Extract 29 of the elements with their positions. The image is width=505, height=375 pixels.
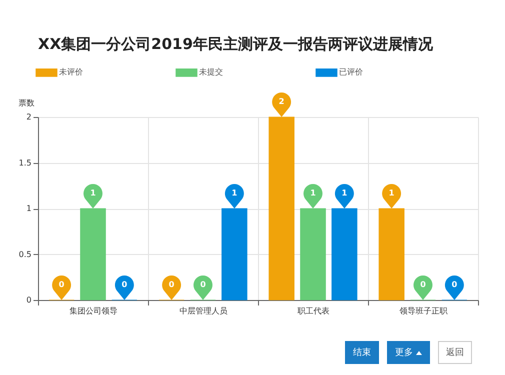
data-label: 1 (388, 188, 395, 198)
x-tick-label: 中层管理人员 (180, 306, 228, 316)
data-label: 0 (58, 280, 65, 289)
x-tick-label: 职工代表 (298, 306, 330, 316)
data-label: 0 (168, 280, 175, 289)
y-tick-label: 1 (26, 204, 32, 213)
x-tick-label: 领导班子正职 (400, 306, 448, 316)
data-label: 2 (278, 97, 284, 106)
text: 更多 (395, 346, 413, 359)
legend-label: 已评价 (339, 68, 363, 77)
data-label: 0 (122, 280, 128, 289)
data-label: 1 (310, 188, 316, 198)
y-tick-label: 0.5 (18, 250, 32, 259)
data-label: 1 (90, 188, 96, 198)
data-label: 1 (232, 188, 238, 198)
text: 返回 (446, 346, 464, 359)
legend-label: 未提交 (199, 68, 223, 77)
x-tick-label: 集团公司领导 (70, 306, 118, 316)
data-label: 0 (200, 280, 206, 289)
text: 结束 (353, 346, 371, 359)
y-tick-label: 2 (26, 112, 32, 122)
data-label: 0 (452, 280, 458, 289)
legend-label: 未评价 (59, 68, 83, 77)
data-label: 0 (420, 280, 426, 289)
y-axis-title: 票数 (18, 98, 34, 108)
data-label: 1 (342, 188, 348, 198)
y-tick-label: 0 (26, 296, 32, 304)
chart-title: XX集团一分公司2019年民主测评及一报告两评议进展情况 (38, 35, 434, 53)
y-tick-label: 1.5 (18, 158, 32, 168)
